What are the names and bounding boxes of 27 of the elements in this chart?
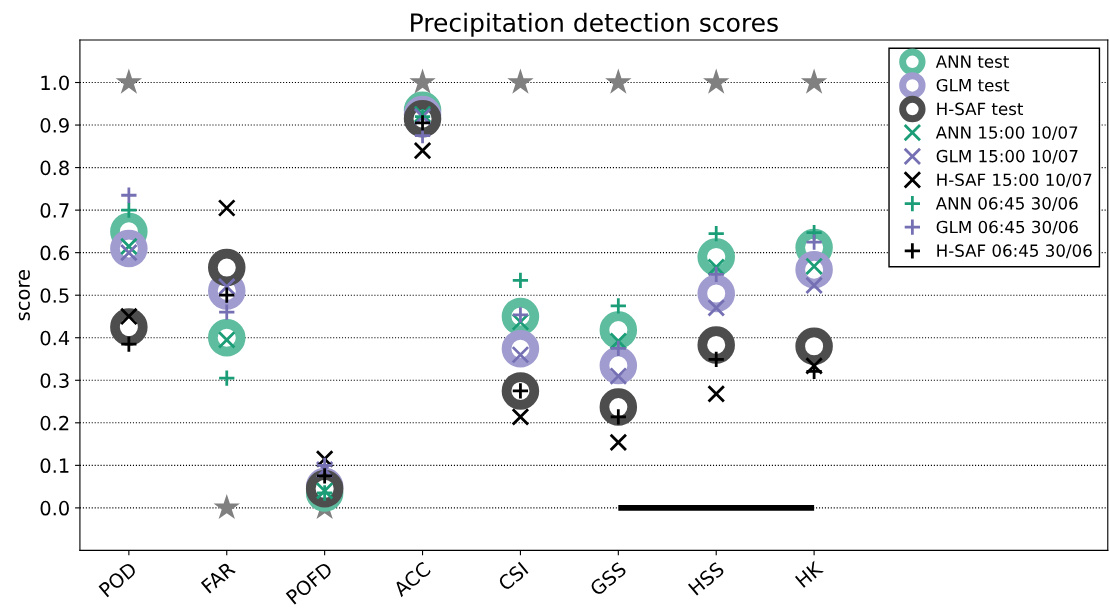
legend-label: H-SAF 06:45 30/06: [937, 244, 1092, 259]
legend-label: GLM test: [936, 78, 1010, 92]
y-tick-label: 0.0: [40, 500, 69, 516]
legend-label: ANN 15:00 10/07: [935, 126, 1078, 141]
legend-label: GLM 06:45 30/06: [936, 220, 1078, 235]
y-tick-label: 0.4: [40, 330, 70, 346]
y-tick-label: 0.9: [40, 118, 69, 133]
x-tick-label: FAR: [200, 560, 236, 594]
y-tick-label: 1.0: [41, 75, 69, 91]
x-tick-label: CSI: [497, 561, 529, 592]
x-tick-label: GSS: [588, 561, 628, 597]
y-tick-label: 0.5: [40, 288, 69, 303]
x-tick-label: POD: [98, 561, 138, 598]
y-tick-label: 0.8: [40, 160, 69, 176]
y-tick-label: 0.6: [40, 245, 69, 261]
legend-label: ANN 06:45 30/06: [935, 197, 1078, 211]
legend-label: GLM 15:00 10/07: [936, 149, 1078, 164]
legend-label: ANN test: [935, 55, 1009, 68]
legend-label: H-SAF test: [937, 102, 1024, 116]
legend-label: H-SAF 15:00 10/07: [937, 173, 1092, 188]
y-tick-label: 0.1: [40, 458, 69, 474]
y-tick-label: 0.2: [40, 415, 69, 431]
y-tick-label: 0.3: [40, 373, 69, 388]
y-axis-title: score: [18, 270, 30, 321]
chart-title: Precipitation detection scores: [411, 12, 778, 37]
y-tick-label: 0.7: [40, 203, 69, 218]
x-tick-label: HK: [794, 560, 824, 588]
